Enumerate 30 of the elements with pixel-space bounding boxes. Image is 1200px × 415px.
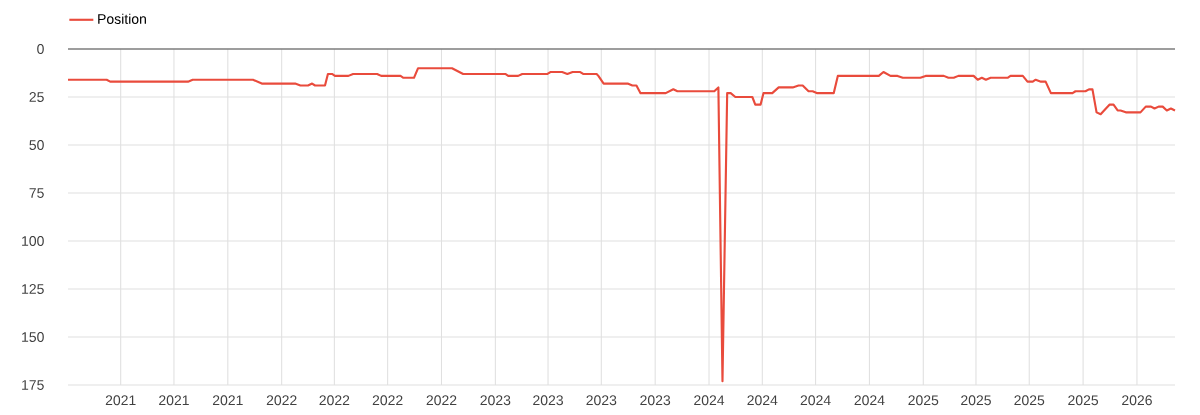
y-tick-label: 50 xyxy=(29,140,44,150)
x-tick-label: 2024 xyxy=(747,395,778,406)
y-tick-label: 25 xyxy=(29,92,44,102)
y-tick-label: 175 xyxy=(22,380,44,390)
x-tick-label: 2023 xyxy=(533,395,563,406)
x-tick-label: 2022 xyxy=(319,395,350,406)
x-tick-label: 2022 xyxy=(266,395,297,406)
x-tick-label: 2025 xyxy=(908,395,939,406)
y-tick-label: 150 xyxy=(22,332,44,342)
x-tick-label: 2023 xyxy=(480,395,511,406)
y-tick-label: 75 xyxy=(29,188,44,198)
x-tick-label: 2021 xyxy=(212,395,243,406)
x-tick-label: 2022 xyxy=(372,395,403,406)
x-tick-label: 2021 xyxy=(159,395,189,406)
x-tick-label: 2024 xyxy=(854,395,885,406)
legend-label: Position xyxy=(98,13,146,24)
x-tick-label: 2023 xyxy=(640,395,671,406)
y-tick-label: 100 xyxy=(22,236,44,246)
x-tick-label: 2022 xyxy=(426,395,457,406)
x-tick-label: 2024 xyxy=(694,395,725,406)
x-tick-label: 2025 xyxy=(961,395,991,406)
x-tick-label: 2025 xyxy=(1068,395,1099,406)
x-tick-label: 2024 xyxy=(800,395,831,406)
x-tick-label: 2023 xyxy=(586,395,617,406)
y-tick-label: 125 xyxy=(22,284,44,294)
x-tick-label: 2025 xyxy=(1014,395,1045,406)
x-tick-label: 2026 xyxy=(1122,395,1152,406)
line-series xyxy=(66,67,1177,383)
x-tick-label: 2021 xyxy=(105,395,136,406)
y-tick-label: 0 xyxy=(37,44,44,54)
